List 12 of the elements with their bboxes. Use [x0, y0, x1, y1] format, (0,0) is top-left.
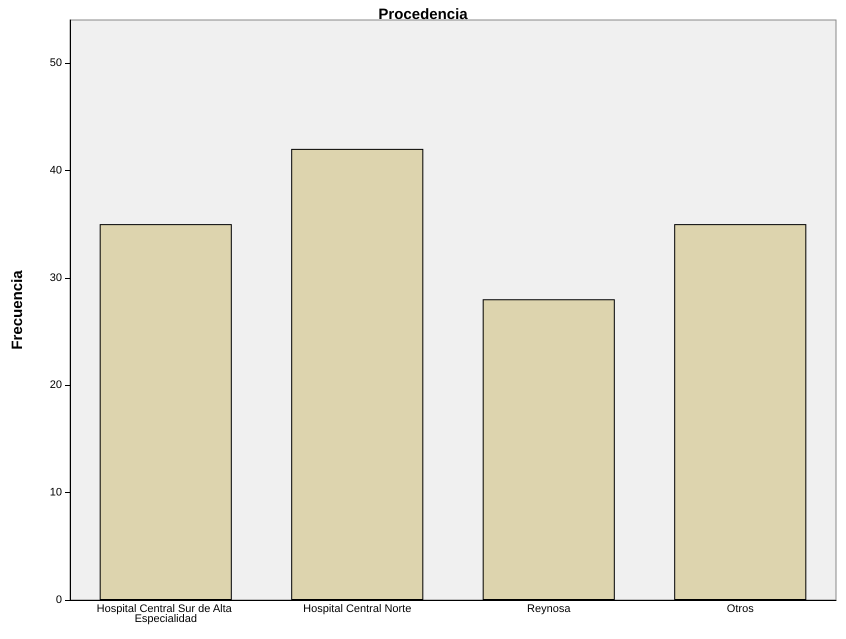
x-tick-label: Otros — [726, 603, 754, 615]
x-tick-label: Hospital Central Sur de Alta Especialidad — [96, 603, 235, 625]
y-tick-label: 40 — [50, 164, 62, 176]
chart-title: Procedencia — [378, 6, 468, 23]
x-tick-label: Hospital Central Norte — [303, 603, 412, 615]
y-tick-label: 20 — [50, 379, 62, 392]
y-tick-label: 10 — [50, 486, 62, 499]
x-tick-label: Reynosa — [527, 603, 572, 615]
y-tick-label: 30 — [50, 272, 62, 284]
y-tick-label: 0 — [56, 594, 62, 606]
y-axis-title: Frecuencia — [9, 270, 26, 350]
y-tick-label: 50 — [50, 56, 62, 69]
